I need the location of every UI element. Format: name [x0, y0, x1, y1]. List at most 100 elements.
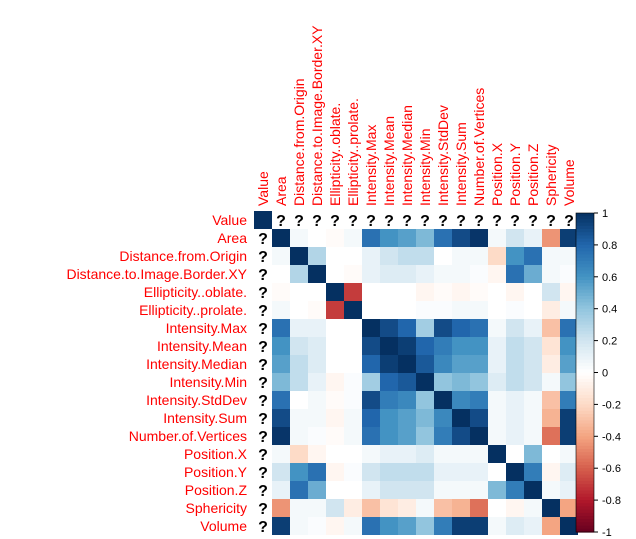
heatmap-cell: [524, 319, 542, 337]
heatmap-cell: [560, 427, 578, 445]
row-label-distance-to-image-border-xy: Distance.to.Image.Border.XY: [66, 266, 247, 282]
heatmap-cell: [362, 355, 380, 373]
row-label-distance-from-origin: Distance.from.Origin: [119, 248, 247, 264]
colorbar-segment: [576, 350, 594, 354]
heatmap-cell: [434, 463, 452, 481]
heatmap-cell: [470, 481, 488, 499]
heatmap-cell: [506, 283, 524, 301]
column-label-ellipticity-oblate: Ellipticity..oblate.: [327, 103, 343, 206]
heatmap-cell: [326, 409, 344, 427]
heatmap-cell: [272, 481, 290, 499]
heatmap-cell: [272, 265, 290, 283]
heatmap-cell: [452, 409, 470, 427]
heatmap-cell: [542, 229, 560, 247]
colorbar-segment: [576, 496, 594, 501]
missing-value-mark: ?: [258, 375, 268, 392]
heatmap-cell: [272, 499, 290, 517]
heatmap-cell: [470, 247, 488, 265]
heatmap-cell: [470, 373, 488, 391]
heatmap-cell: [542, 265, 560, 283]
heatmap-cell: [308, 463, 326, 481]
heatmap-cell: [308, 265, 326, 283]
missing-value-mark: ?: [312, 213, 322, 230]
heatmap-cell: [398, 445, 416, 463]
colorbar-segment: [576, 299, 594, 303]
colorbar-segment: [576, 257, 594, 262]
heatmap-cell: [362, 517, 380, 535]
heatmap-cell: [344, 265, 362, 283]
colorbar-tick-label: 0.6: [602, 272, 617, 284]
heatmap-cell: [344, 427, 362, 445]
missing-value-mark: ?: [294, 213, 304, 230]
colorbar-segment: [576, 254, 594, 259]
heatmap-cell: [470, 229, 488, 247]
heatmap-cell: [506, 337, 524, 355]
colorbar-segment: [576, 283, 594, 287]
heatmap-cell: [470, 355, 488, 373]
heatmap-cell: [524, 481, 542, 499]
missing-value-mark: ?: [474, 213, 484, 230]
heatmap-cell: [560, 247, 578, 265]
heatmap-cell: [326, 229, 344, 247]
colorbar-segment: [576, 219, 594, 224]
colorbar-segment: [576, 512, 594, 517]
heatmap-cell: [308, 409, 326, 427]
heatmap-cell: [416, 355, 434, 373]
heatmap-cell: [434, 409, 452, 427]
column-label-intensity-stddev: Intensity.StdDev: [435, 105, 451, 206]
heatmap-cell: [290, 373, 308, 391]
colorbar-segment: [576, 225, 594, 230]
heatmap-cell: [380, 391, 398, 409]
colorbar-segment: [576, 433, 594, 437]
heatmap-cell: [380, 265, 398, 283]
heatmap-cell: [308, 373, 326, 391]
column-label-position-x: Position.X: [489, 142, 505, 206]
row-label-position-x: Position.X: [184, 446, 248, 462]
colorbar-segment: [576, 276, 594, 281]
column-label-distance-from-origin: Distance.from.Origin: [291, 78, 307, 206]
heatmap-cell: [470, 499, 488, 517]
heatmap-cell: [524, 337, 542, 355]
heatmap-cell: [452, 373, 470, 391]
row-label-position-y: Position.Y: [184, 464, 248, 480]
heatmap-cell: [290, 265, 308, 283]
colorbar-segment: [576, 248, 594, 252]
heatmap-cell: [416, 517, 434, 535]
heatmap-cell: [416, 445, 434, 463]
heatmap-cell: [452, 283, 470, 301]
heatmap-cell: [506, 445, 524, 463]
heatmap-cell: [506, 391, 524, 409]
colorbar-segment: [576, 327, 594, 332]
row-label-value: Value: [212, 212, 247, 228]
heatmap-cell: [452, 445, 470, 463]
heatmap-cell: [362, 481, 380, 499]
heatmap-cell: [290, 301, 308, 319]
heatmap-cell: [380, 337, 398, 355]
heatmap-cell: [416, 247, 434, 265]
heatmap-cell: [416, 427, 434, 445]
heatmap-cell: [398, 301, 416, 319]
heatmap-cell: [488, 481, 506, 499]
colorbar-segment: [576, 471, 594, 476]
colorbar-segment: [576, 528, 594, 533]
colorbar-segment: [576, 238, 594, 243]
heatmap-cell: [434, 427, 452, 445]
row-label-intensity-median: Intensity.Median: [146, 356, 247, 372]
colorbar-segment: [576, 340, 594, 345]
missing-value-mark: ?: [348, 213, 358, 230]
heatmap-cell: [470, 391, 488, 409]
colorbar-segment: [576, 321, 594, 326]
colorbar-segment: [576, 394, 594, 399]
column-label-number-of-vertices: Number.of.Vertices: [471, 88, 487, 206]
colorbar-segment: [576, 401, 594, 405]
heatmap-cell: [398, 517, 416, 535]
heatmap-cell: [542, 499, 560, 517]
heatmap-cell: [542, 373, 560, 391]
heatmap-cell: [272, 301, 290, 319]
heatmap-cell: [398, 373, 416, 391]
heatmap-cell: [560, 499, 578, 517]
column-label-intensity-sum: Intensity.Sum: [453, 122, 469, 206]
colorbar-segment: [576, 311, 594, 316]
colorbar-segment: [576, 216, 594, 220]
heatmap-cell: [560, 481, 578, 499]
